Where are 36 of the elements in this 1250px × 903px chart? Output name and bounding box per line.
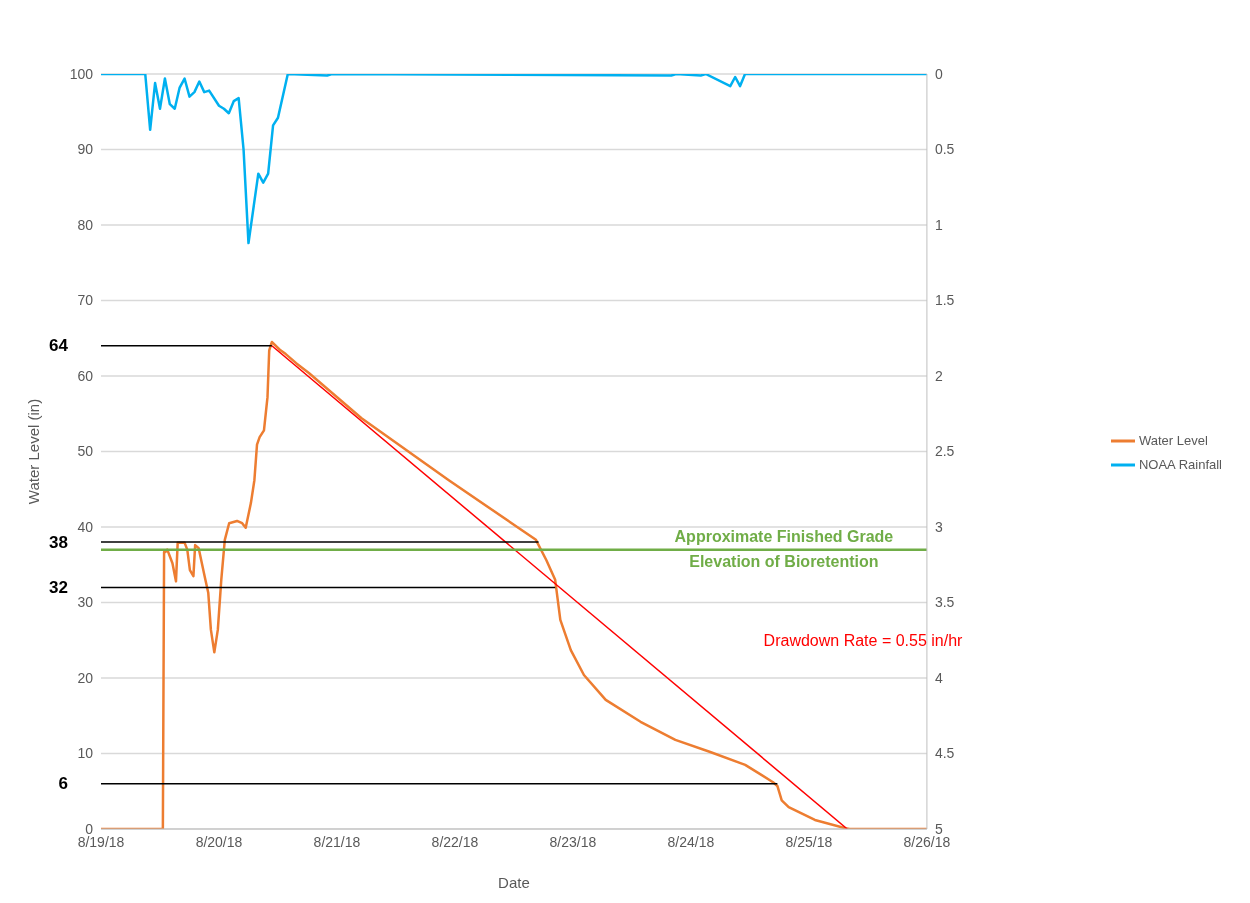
- y2-tick-label: 2: [934, 367, 943, 384]
- y2-tick-label: 1: [934, 216, 943, 233]
- y-tick-label: 70: [77, 292, 94, 309]
- y2-tick-label: 4.5: [934, 745, 955, 762]
- ref-line-label: Approximate Finished Grade Elevation of Bioretention: [674, 528, 894, 571]
- annotation: 64: [49, 336, 69, 356]
- y-tick-label: 50: [77, 443, 94, 460]
- y2-tick-label: 3.5: [934, 594, 955, 611]
- annotation: 38: [49, 532, 68, 552]
- legend-label: Water Level: [1138, 433, 1208, 449]
- x-tick-label: 8/20/18: [195, 833, 243, 850]
- y-tick-label: 90: [77, 141, 94, 158]
- x-tick-label: 8/24/18: [667, 833, 715, 850]
- x-tick-label: 8/21/18: [313, 833, 361, 850]
- legend-label: NOAA Rainfall: [1138, 457, 1222, 473]
- x-tick-label: 8/22/18: [431, 833, 479, 850]
- y2-tick-label: 3: [934, 518, 943, 535]
- y-tick-label: 60: [77, 367, 94, 384]
- y-tick-label: 20: [77, 669, 94, 686]
- annotation: Drawdown Rate = 0.55 in/hr: [763, 632, 963, 650]
- y-tick-label: 30: [77, 594, 94, 611]
- annotation: 32: [49, 577, 68, 597]
- y-tick-label: 80: [77, 216, 94, 233]
- y2-tick-label: 0: [934, 65, 943, 82]
- y2-tick-label: 4: [934, 669, 943, 686]
- y-tick-label: 100: [69, 65, 94, 82]
- x-tick-label: 8/25/18: [785, 833, 833, 850]
- x-tick-label: 8/23/18: [549, 833, 597, 850]
- y2-tick-label: 2.5: [934, 443, 955, 460]
- y-tick-label: 10: [77, 745, 94, 762]
- y2-tick-label: 1.5: [934, 292, 955, 309]
- y-tick-label: 40: [77, 518, 94, 535]
- y2-tick-label: 0.5: [934, 141, 955, 158]
- y-axis-title: Water Level (in): [25, 398, 43, 505]
- x-axis-title: Date: [498, 874, 530, 891]
- annotation: 6: [58, 774, 68, 794]
